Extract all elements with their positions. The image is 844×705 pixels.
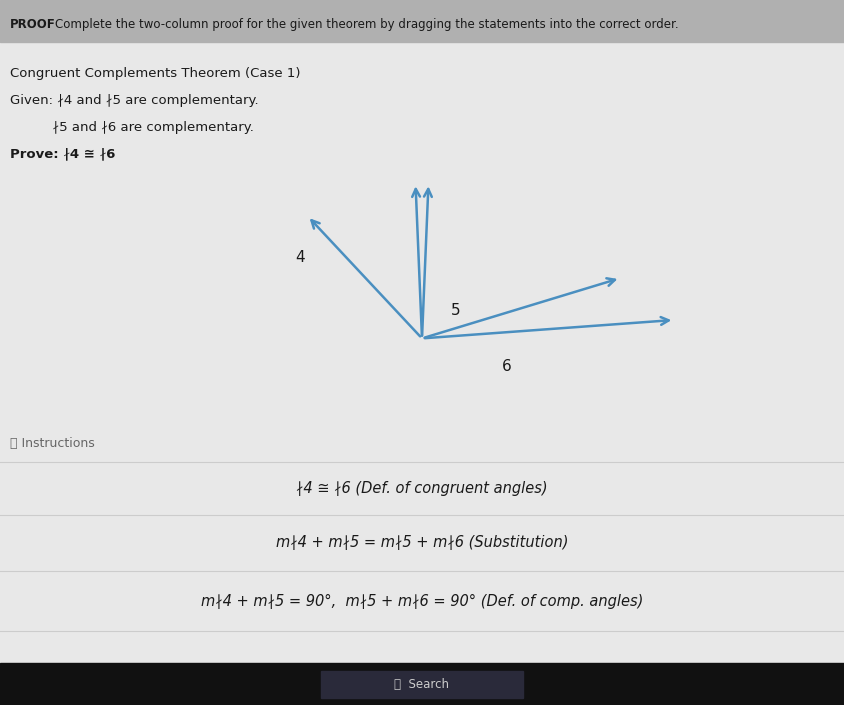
Bar	[0, 0, 844, 42]
Text: Prove: ∤4 ≅ ∤6: Prove: ∤4 ≅ ∤6	[10, 147, 116, 160]
Text: Congruent Complements Theorem (Case 1): Congruent Complements Theorem (Case 1)	[10, 67, 300, 80]
Text: m∤4 + m∤5 = m∤5 + m∤6 (Substitution): m∤4 + m∤5 = m∤5 + m∤6 (Substitution)	[276, 535, 568, 551]
Text: Given: ∤4 and ∤5 are complementary.: Given: ∤4 and ∤5 are complementary.	[10, 94, 259, 106]
Bar	[321, 671, 523, 698]
Text: 5: 5	[451, 302, 461, 318]
Text: ∤5 and ∤6 are complementary.: ∤5 and ∤6 are complementary.	[10, 121, 254, 133]
Text: 6: 6	[501, 359, 511, 374]
Text: ∤4 ≅ ∤6 (Def. of congruent angles): ∤4 ≅ ∤6 (Def. of congruent angles)	[296, 481, 548, 496]
Text: Complete the two-column proof for the given theorem by dragging the statements i: Complete the two-column proof for the gi…	[55, 18, 679, 31]
Text: ⓘ Instructions: ⓘ Instructions	[10, 437, 95, 450]
Bar	[0, 663, 844, 705]
Bar	[371, 671, 473, 697]
Text: PROOF: PROOF	[10, 18, 56, 31]
Text: 4: 4	[295, 250, 305, 264]
Text: m∤4 + m∤5 = 90°,  m∤5 + m∤6 = 90° (Def. of comp. angles): m∤4 + m∤5 = 90°, m∤5 + m∤6 = 90° (Def. o…	[201, 594, 643, 608]
Text: 🔍  Search: 🔍 Search	[394, 678, 450, 691]
